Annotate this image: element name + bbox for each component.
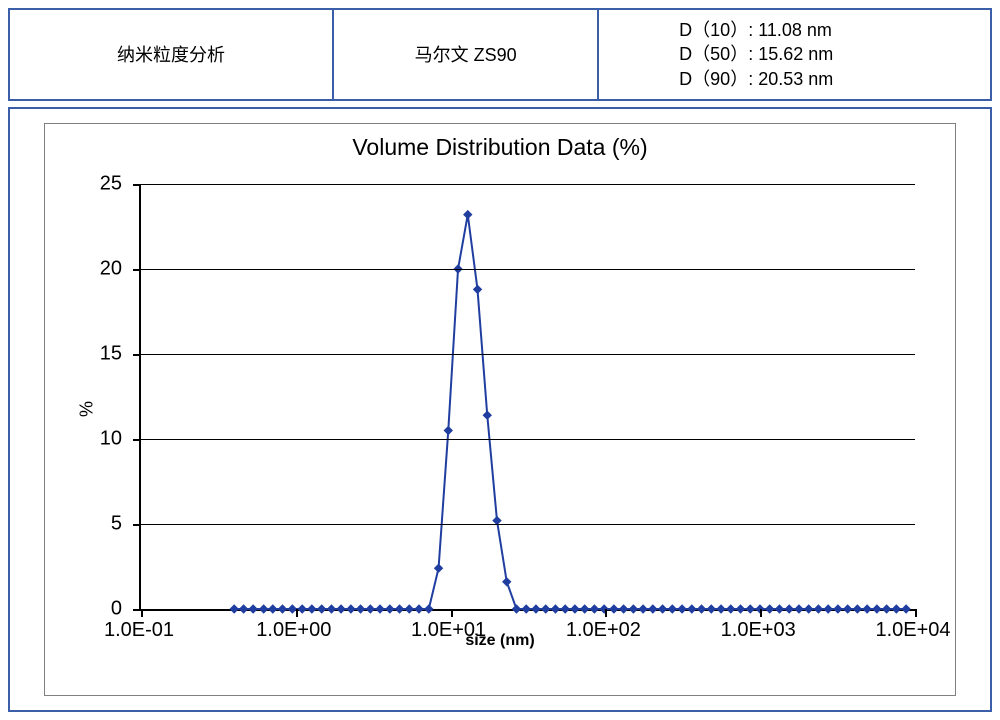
d10-value: D（10）: 11.08 nm — [679, 18, 980, 42]
chart-series — [141, 184, 915, 609]
x-tick-label: 1.0E-01 — [104, 619, 174, 642]
plot-outer: 0510152025 1.0E-011.0E+001.0E+011.0E+021… — [79, 174, 925, 641]
x-tick-label: 1.0E+02 — [566, 619, 641, 642]
d90-value: D（90）: 20.53 nm — [679, 67, 980, 91]
y-tick-label: 25 — [100, 172, 122, 195]
x-tick-label: 1.0E+00 — [256, 619, 331, 642]
results-cell: D（10）: 11.08 nm D（50）: 15.62 nm D（90）: 2… — [598, 9, 991, 100]
x-tick-label: 1.0E+04 — [875, 619, 950, 642]
x-tick-label: 1.0E+03 — [721, 619, 796, 642]
chart-panel: Volume Distribution Data (%) % 051015202… — [8, 107, 992, 712]
y-labels: 0510152025 — [79, 184, 134, 611]
x-axis-title: size (nm) — [465, 632, 534, 650]
chart-inner: Volume Distribution Data (%) % 051015202… — [44, 123, 956, 696]
instrument-cell: 马尔文 ZS90 — [333, 9, 598, 100]
chart-title: Volume Distribution Data (%) — [45, 134, 955, 161]
y-tick-label: 20 — [100, 257, 122, 280]
analysis-type-cell: 纳米粒度分析 — [9, 9, 333, 100]
y-tick-label: 0 — [111, 597, 122, 620]
info-table: 纳米粒度分析 马尔文 ZS90 D（10）: 11.08 nm D（50）: 1… — [8, 8, 992, 101]
plot-area — [139, 184, 915, 611]
d50-value: D（50）: 15.62 nm — [679, 42, 980, 66]
y-tick-label: 15 — [100, 342, 122, 365]
y-tick-label: 5 — [111, 512, 122, 535]
y-tick-label: 10 — [100, 427, 122, 450]
